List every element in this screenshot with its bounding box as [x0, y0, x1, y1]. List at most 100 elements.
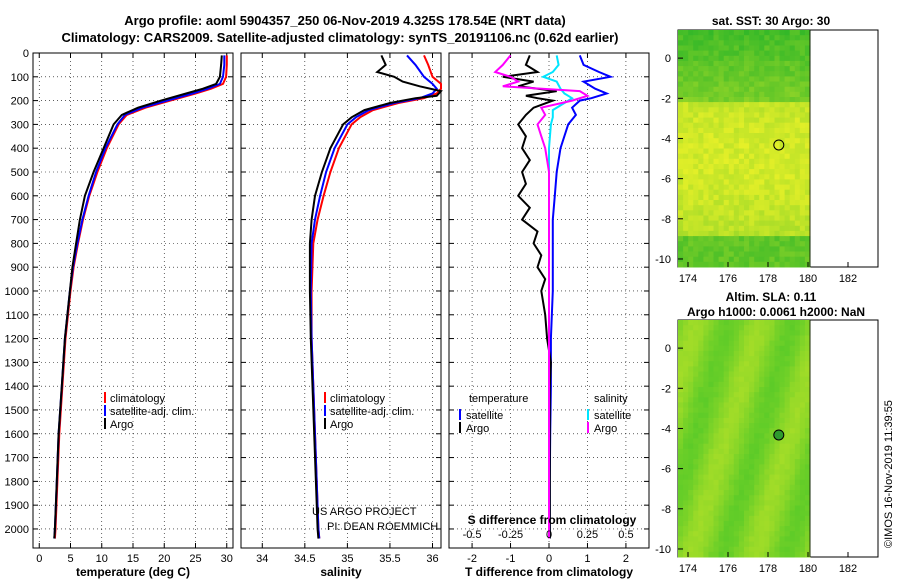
heatmap-cell	[749, 184, 755, 191]
heatmap-cell	[698, 194, 704, 201]
heatmap-cell	[723, 184, 730, 191]
heatmap-cell	[728, 230, 735, 237]
heatmap-cell	[794, 392, 801, 398]
heatmap-cell	[738, 30, 745, 36]
heatmap-cell	[759, 220, 765, 227]
heatmap-cell	[784, 55, 791, 62]
heatmap-cell	[683, 531, 689, 537]
heatmap-cell	[683, 551, 689, 558]
heatmap-cell	[708, 361, 715, 367]
heatmap-cell	[804, 345, 811, 352]
heatmap-cell	[713, 330, 720, 336]
heatmap-cell	[769, 361, 775, 367]
heatmap-cell	[688, 143, 694, 149]
heatmap-cell	[749, 174, 755, 180]
heatmap-cell	[799, 251, 806, 258]
heatmap-cell	[733, 251, 740, 258]
heatmap-cell	[749, 133, 755, 139]
heatmap-cell	[738, 189, 745, 196]
heatmap-cell	[789, 423, 796, 429]
heatmap-cell	[769, 541, 775, 548]
heatmap-cell	[678, 86, 684, 93]
heatmap-cell	[683, 526, 689, 532]
heatmap-cell	[728, 531, 735, 537]
heatmap-cell	[764, 417, 770, 424]
heatmap-cell	[683, 402, 689, 409]
y-tick-label: 500	[11, 167, 29, 179]
heatmap-cell	[723, 225, 730, 232]
heatmap-cell	[703, 536, 709, 543]
heatmap-cell	[764, 40, 770, 46]
heatmap-cell	[723, 40, 730, 46]
heatmap-cell	[693, 256, 699, 263]
heatmap-cell	[769, 381, 775, 388]
heatmap-cell	[789, 407, 796, 414]
heatmap-cell	[764, 205, 770, 211]
heatmap-cell	[744, 381, 750, 388]
heatmap-cell	[738, 366, 745, 373]
heatmap-cell	[728, 215, 735, 222]
heatmap-cell	[708, 340, 715, 347]
x-tick-label: 15	[127, 553, 139, 565]
heatmap-cell	[759, 515, 765, 522]
heatmap-cell	[733, 546, 740, 553]
heatmap-cell	[683, 133, 689, 139]
heatmap-cell	[749, 60, 755, 67]
heatmap-cell	[718, 459, 725, 465]
heatmap-cell	[693, 112, 699, 119]
heatmap-cell	[794, 474, 801, 481]
heatmap-cell	[693, 102, 699, 108]
heatmap-cell	[774, 45, 781, 52]
heatmap-cell	[769, 376, 775, 383]
heatmap-cell	[693, 464, 699, 470]
heatmap-cell	[789, 448, 796, 455]
heatmap-cell	[794, 184, 801, 191]
heatmap-cell	[769, 138, 775, 144]
heatmap-cell	[799, 479, 806, 486]
heatmap-cell	[713, 407, 720, 414]
heatmap-cell	[718, 40, 725, 46]
heatmap-cell	[759, 174, 765, 180]
heatmap-cell	[779, 536, 786, 543]
y-tick-label: 1600	[5, 429, 29, 441]
heatmap-cell	[804, 236, 811, 242]
heatmap-cell	[744, 469, 750, 476]
heatmap-cell	[759, 60, 765, 67]
heatmap-cell	[789, 459, 796, 465]
heatmap-cell	[769, 30, 775, 36]
heatmap-cell	[794, 164, 801, 170]
heatmap-cell	[804, 469, 811, 476]
heatmap-cell	[794, 230, 801, 237]
heatmap-cell	[744, 143, 750, 149]
heatmap-cell	[779, 210, 786, 216]
heatmap-cell	[799, 371, 806, 378]
heatmap-cell	[784, 345, 791, 352]
heatmap-cell	[759, 179, 765, 186]
heatmap-cell	[784, 438, 791, 445]
heatmap-cell	[688, 174, 694, 180]
heatmap-cell	[678, 189, 684, 196]
heatmap-cell	[769, 200, 775, 206]
heatmap-cell	[703, 490, 709, 496]
heatmap-cell	[759, 138, 765, 144]
heatmap-cell	[723, 107, 730, 113]
heatmap-cell	[789, 526, 796, 532]
heatmap-cell	[728, 45, 735, 52]
heatmap-cell	[784, 407, 791, 414]
heatmap-cell	[698, 81, 704, 88]
heatmap-cell	[769, 407, 775, 414]
heatmap-cell	[693, 515, 699, 522]
heatmap-cell	[759, 459, 765, 465]
heatmap-cell	[804, 387, 811, 393]
heatmap-cell	[784, 205, 791, 211]
heatmap-cell	[784, 133, 791, 139]
heatmap-cell	[749, 330, 755, 336]
heatmap-cell	[804, 143, 811, 149]
heatmap-cell	[698, 417, 704, 424]
heatmap-cell	[764, 510, 770, 517]
heatmap-cell	[708, 236, 715, 242]
heatmap-cell	[723, 448, 730, 455]
heatmap-cell	[693, 261, 699, 268]
heatmap-cell	[744, 71, 750, 77]
heatmap-cell	[749, 246, 755, 253]
